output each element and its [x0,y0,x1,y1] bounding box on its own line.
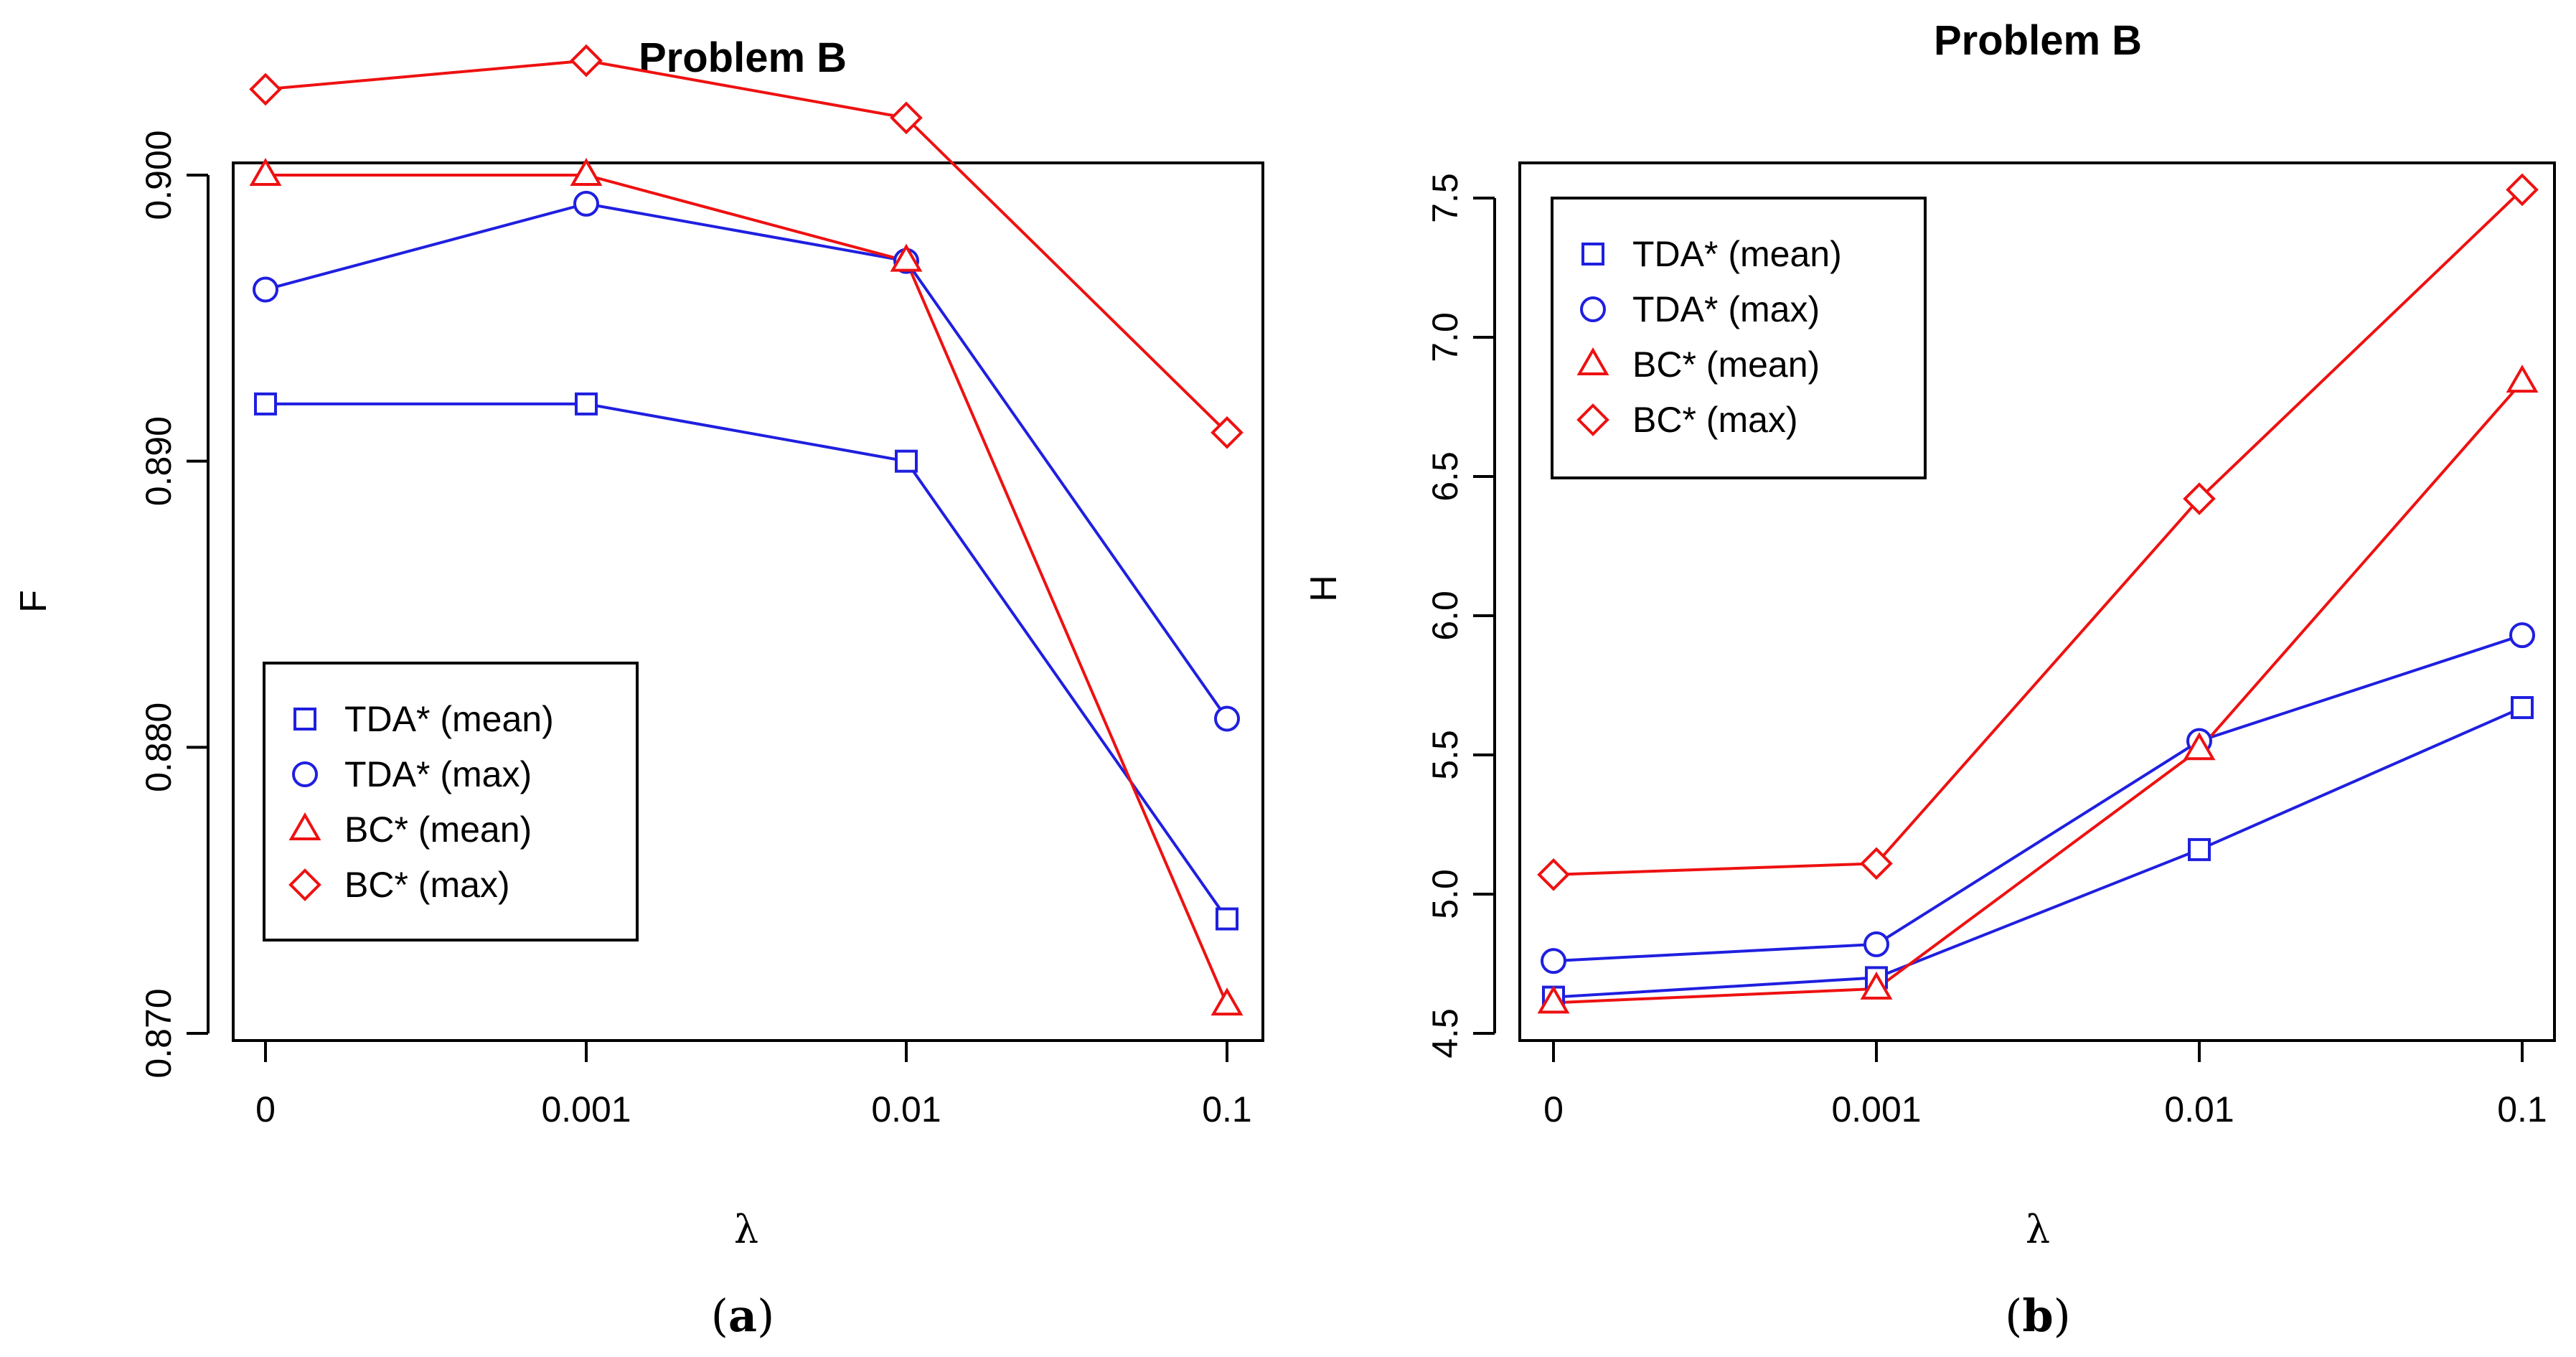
chart-a-caption-letter: a [728,1290,757,1342]
chart-b-legend-label: BC* (max) [1632,400,1798,440]
chart-a-legend-label: TDA* (max) [344,754,532,794]
chart-b-ytick-label: 5.5 [1425,730,1465,780]
chart-b-xtick-label: 0.1 [2497,1089,2547,1130]
chart-a-series-line-0 [265,402,1228,920]
chart-a-legend-label: BC* (mean) [344,809,532,850]
chart-a-legend-swatch-diamond [288,868,321,901]
chart-a-xtick-label: 0.1 [1202,1089,1252,1130]
chart-a-x-label: λ [734,1207,758,1252]
chart-a-point-diamond [890,101,923,135]
chart-b-point-square [2188,837,2211,861]
chart-b-point-diamond [2183,482,2216,515]
chart-b-y-label: H [1303,575,1345,602]
chart-b-series-line-2 [1553,380,2524,1005]
chart-a-point-triangle [890,243,923,272]
chart-b-legend-label: BC* (mean) [1632,344,1820,385]
chart-a-point-circle [1214,705,1240,732]
chart-b-legend: TDA* (mean) TDA* (max) BC* (mean) BC* (max) [1551,197,1927,479]
chart-a-y-axis: 0.870 0.880 0.890 0.900 [138,130,210,1079]
chart-b-ytick-label: 7.5 [1425,173,1465,223]
chart-a-point-triangle [570,157,603,186]
chart-a-y-label: F [13,590,55,613]
chart-a-point-circle [253,276,278,303]
chart-b-title: Problem B [1934,17,2142,64]
chart-a-xtick-label: 0 [255,1089,276,1130]
chart-a-series-line-2 [265,174,1228,1005]
chart-a-ytick-label: 0.890 [138,416,179,506]
chart-a-point-square [1216,907,1238,931]
chart-b-ytick-label: 6.0 [1425,591,1465,641]
chart-b-point-circle [1863,931,1889,957]
chart-a-legend-swatch-square [293,708,316,731]
chart-b-x-label: λ [2026,1207,2050,1252]
chart-b-point-diamond [1860,847,1893,881]
chart-a-legend-label: TDA* (mean) [344,699,554,739]
chart-a-point-diamond [1211,415,1244,449]
chart-b-series-line-1 [1553,634,2523,963]
chart-b-point-triangle [1860,971,1893,1000]
chart-a-legend-swatch-triangle [288,812,321,840]
chart-b-point-triangle [2183,732,2216,761]
chart-b-legend-swatch-circle [1580,296,1606,322]
chart-b-series-line-0 [1553,706,2523,999]
chart-b-ytick-label: 5.0 [1425,869,1465,919]
chart-a-legend-swatch-circle [292,761,318,787]
chart-a-ytick-label: 0.870 [138,988,179,1078]
chart-a-ytick-label: 0.880 [138,703,179,792]
chart-a-title: Problem B [639,34,847,81]
chart-a-series-line-1 [265,202,1228,720]
chart-b-point-square [2511,696,2534,720]
chart-b-ytick-label: 7.0 [1425,312,1465,362]
chart-b-x-axis: 0 0.001 0.01 0.1 [1543,1039,2547,1130]
chart-b-point-triangle [1537,985,1570,1014]
chart-a-point-diamond [570,44,603,78]
chart-a-x-axis: 0 0.001 0.01 0.1 [255,1039,1252,1130]
chart-b-legend-swatch-square [1581,243,1604,266]
chart-a-point-triangle [1211,987,1244,1016]
chart-a-point-square [254,392,277,415]
chart-b-xtick-label: 0.01 [2164,1089,2234,1130]
chart-a-legend-label: BC* (max) [344,865,510,905]
chart-b-legend-label: TDA* (max) [1632,289,1820,329]
chart-b-xtick-label: 0 [1543,1089,1564,1130]
chart-a-point-triangle [249,157,282,186]
chart-a-point-square [895,449,918,473]
chart-b-point-circle [1541,948,1566,975]
chart-a-xtick-label: 0.01 [871,1089,941,1130]
chart-b-ytick-label: 4.5 [1425,1008,1465,1058]
chart-a-caption: (a) [711,1290,775,1342]
chart-b-xtick-label: 0.001 [1831,1089,1921,1130]
chart-a-series-line-3 [265,59,1228,434]
chart-b-legend-swatch-diamond [1576,403,1609,436]
chart-b-point-circle [2509,622,2535,649]
chart-b-ytick-label: 6.5 [1425,451,1465,502]
chart-a-point-diamond [249,72,282,106]
chart-a: Problem B 0.870 0.880 0.890 0.900 0 0.001 0.0… [13,34,1264,1342]
chart-b-series-line-3 [1553,188,2524,876]
chart-b-y-axis: 4.5 5.0 5.5 6.0 6.5 7.0 7.5 [1425,173,1496,1058]
chart-b-legend-swatch-triangle [1576,347,1609,375]
chart-a-xtick-label: 0.001 [541,1089,631,1130]
chart-b-point-diamond [1537,858,1570,891]
chart-a-point-circle [573,190,599,217]
chart-a-legend: TDA* (mean) TDA* (max) BC* (mean) BC* (max) [263,662,639,942]
chart-b-caption: (b) [2005,1290,2071,1342]
chart-b: Problem B 4.5 5.0 5.5 6.0 6.5 7.0 7.5 0 0.001 0.… [1303,17,2556,1342]
chart-b-caption-letter: b [2022,1290,2053,1342]
chart-a-point-square [575,392,598,415]
chart-b-legend-label: TDA* (mean) [1632,234,1842,274]
chart-b-point-diamond [2506,173,2539,207]
chart-a-ytick-label: 0.900 [138,130,179,220]
chart-b-point-triangle [2506,365,2539,393]
